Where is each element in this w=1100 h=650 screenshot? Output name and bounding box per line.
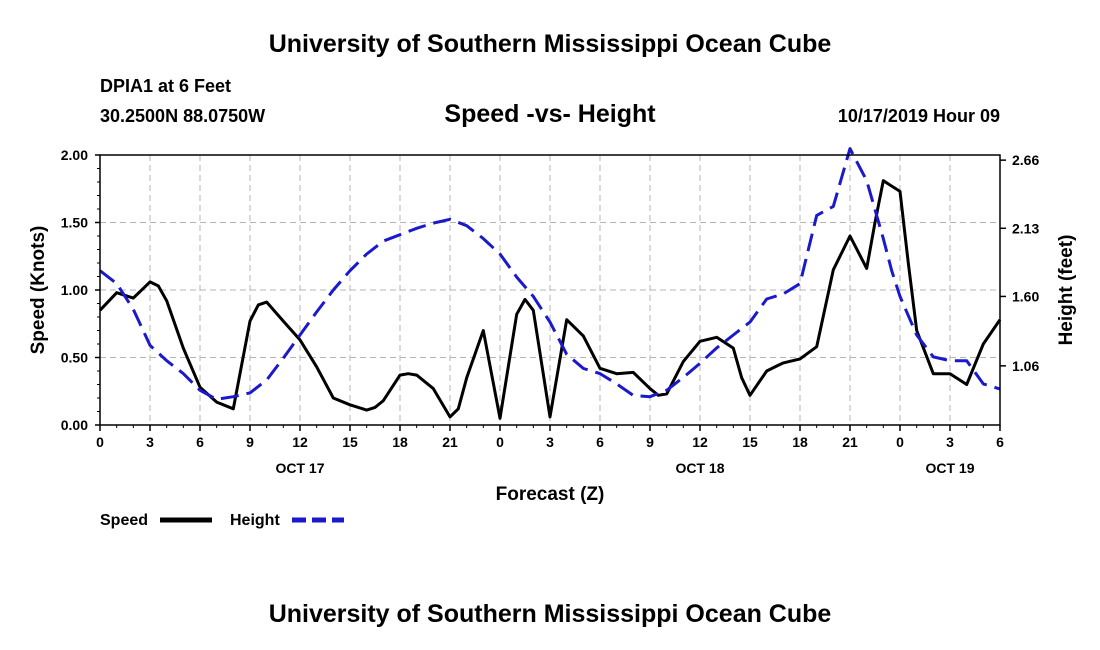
- date-label: OCT 18: [675, 460, 724, 476]
- y2-tick-label: 1.60: [1012, 288, 1039, 304]
- axes: 0 3 6 9 12 15 18 21 0 3 6 9 12 15 18 21 0 3 6 0.00 0.50 1.00 1…: [61, 147, 1040, 476]
- y-tick-label: 1.00: [61, 282, 88, 298]
- speed-series-line: [98, 179, 1002, 420]
- x-tick-label: 9: [646, 434, 654, 450]
- legend-speed-label: Speed: [100, 512, 148, 529]
- x-tick-label: 12: [292, 434, 308, 450]
- y-tick-label: 1.50: [61, 215, 88, 231]
- x-tick-label: 3: [146, 434, 154, 450]
- x-tick-label: 12: [692, 434, 708, 450]
- chart-title: Speed -vs- Height: [444, 100, 656, 128]
- x-tick-label: 0: [896, 434, 904, 450]
- x-axis-title: Forecast (Z): [496, 484, 605, 505]
- x-tick-label: 6: [596, 434, 604, 450]
- x-tick-label: 0: [96, 434, 104, 450]
- height-series-line: [99, 147, 1001, 401]
- y-tick-label: 0.00: [61, 417, 88, 433]
- x-tick-label: 3: [546, 434, 554, 450]
- y2-tick-label: 2.66: [1012, 152, 1039, 168]
- datetime-label: 10/17/2019 Hour 09: [837, 106, 1000, 126]
- grid: [100, 155, 1000, 425]
- date-label: OCT 17: [275, 460, 324, 476]
- y2-axis-title: Height (feet): [1056, 235, 1077, 346]
- page-title: University of Southern Mississippi Ocean…: [268, 30, 832, 58]
- date-label: OCT 19: [925, 460, 974, 476]
- y-tick-label: 0.50: [61, 350, 88, 366]
- legend-height-label: Height: [230, 512, 280, 529]
- legend: Speed Height: [100, 512, 344, 529]
- x-tick-label: 9: [246, 434, 254, 450]
- x-tick-label: 15: [342, 434, 358, 450]
- x-tick-label: 3: [946, 434, 954, 450]
- x-tick-label: 6: [996, 434, 1004, 450]
- x-tick-label: 21: [842, 434, 858, 450]
- coordinates-label: 30.2500N 88.0750W: [100, 106, 266, 126]
- station-label: DPIA1 at 6 Feet: [100, 76, 232, 96]
- y2-tick-label: 1.06: [1012, 358, 1039, 374]
- y-axis-title: Speed (Knots): [28, 226, 49, 355]
- x-tick-label: 6: [196, 434, 204, 450]
- x-tick-label: 18: [392, 434, 408, 450]
- x-tick-label: 21: [442, 434, 458, 450]
- footer-title: University of Southern Mississippi Ocean…: [268, 600, 832, 628]
- y2-tick-label: 2.13: [1012, 220, 1039, 236]
- x-tick-label: 15: [742, 434, 758, 450]
- x-tick-label: 0: [496, 434, 504, 450]
- x-tick-label: 18: [792, 434, 808, 450]
- y-tick-label: 2.00: [61, 147, 88, 163]
- series: [98, 147, 1002, 420]
